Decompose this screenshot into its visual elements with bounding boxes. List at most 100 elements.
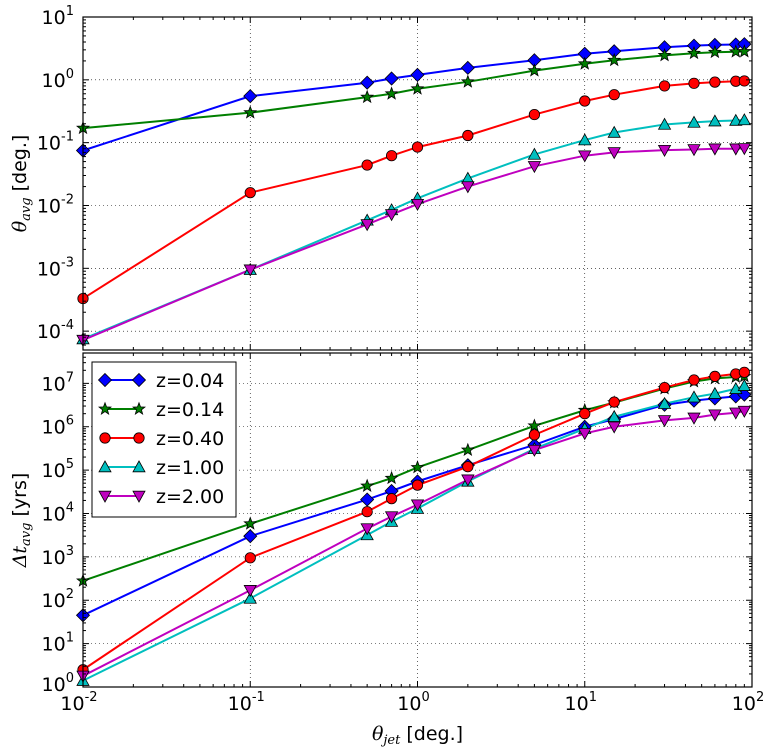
bottom-point-z-2-00 bbox=[360, 523, 374, 536]
top-point-z-2-00 bbox=[410, 198, 425, 211]
legend-marker-z-2-00 bbox=[132, 490, 146, 503]
bottom-y-axis-label: Δtavg [yrs] bbox=[9, 473, 34, 569]
bottom-axes-frame bbox=[82, 352, 753, 688]
top-point-z-1-00 bbox=[527, 147, 542, 160]
top-point-z-2-00 bbox=[737, 143, 752, 156]
bottom-point-z-0-40 bbox=[688, 374, 700, 386]
top-point-z-0-04 bbox=[460, 60, 475, 75]
bottom-point-z-2-00 bbox=[729, 407, 743, 420]
top-point-z-0-14 bbox=[687, 45, 701, 60]
legend-box bbox=[91, 361, 237, 518]
bottom-point-z-0-04 bbox=[360, 492, 375, 507]
top-point-z-2-00 bbox=[384, 209, 399, 222]
top-point-z-2-00 bbox=[578, 150, 592, 163]
bottom-point-z-2-00 bbox=[461, 474, 475, 487]
bottom-point-z-0-40 bbox=[385, 493, 398, 505]
bottom-point-z-0-14 bbox=[410, 460, 425, 474]
top-point-z-0-14 bbox=[707, 44, 722, 59]
legend-label-z-2-00: z=2.00 bbox=[156, 486, 224, 508]
top-point-z-0-14 bbox=[360, 89, 375, 104]
top-point-z-0-14 bbox=[243, 105, 258, 119]
bottom-point-z-2-00 bbox=[243, 585, 257, 598]
top-point-z-0-14 bbox=[384, 86, 399, 100]
bottom-point-z-0-40 bbox=[411, 479, 424, 491]
bottom-y-tick-label: 104 bbox=[42, 500, 74, 525]
top-point-z-0-14 bbox=[737, 44, 752, 58]
bottom-y-tick-label: 102 bbox=[42, 587, 74, 612]
legend-marker-z-0-40 bbox=[99, 432, 111, 444]
top-axes-frame bbox=[82, 16, 753, 351]
top-point-z-0-14 bbox=[527, 63, 542, 77]
top-point-z-1-00 bbox=[708, 114, 722, 127]
top-point-z-2-00 bbox=[687, 144, 701, 157]
top-point-z-0-40 bbox=[244, 187, 256, 199]
bottom-point-z-0-40 bbox=[528, 429, 541, 441]
legend-label-z-0-04: z=0.04 bbox=[156, 370, 224, 392]
top-point-z-0-14 bbox=[607, 52, 622, 67]
series-markers-layer bbox=[75, 37, 752, 686]
legend: z=0.04 z=0.14 z=0.40 z=1.00 z=2.00 bbox=[91, 361, 237, 518]
top-point-z-0-14 bbox=[657, 48, 672, 62]
bottom-point-z-2-00 bbox=[708, 409, 722, 422]
top-point-z-0-40 bbox=[385, 150, 398, 162]
top-point-z-0-04 bbox=[243, 89, 258, 104]
top-point-z-0-40 bbox=[738, 75, 750, 87]
top-point-z-0-40 bbox=[579, 95, 591, 107]
top-y-tick-label: 100 bbox=[42, 67, 74, 92]
x-tick-label: 102 bbox=[732, 690, 764, 715]
bottom-point-z-1-00 bbox=[687, 390, 701, 403]
bottom-point-z-0-40 bbox=[709, 370, 721, 382]
bottom-point-z-2-00 bbox=[737, 405, 752, 418]
bottom-point-z-0-40 bbox=[579, 408, 591, 420]
top-y-tick-label: 10-2 bbox=[37, 192, 74, 217]
bottom-point-z-2-00 bbox=[527, 444, 542, 457]
top-point-z-0-40 bbox=[462, 129, 474, 142]
top-point-z-0-14 bbox=[577, 56, 592, 70]
bottom-y-tick-label: 107 bbox=[42, 370, 74, 395]
x-tick-label: 101 bbox=[565, 690, 597, 715]
axes-frame-layer bbox=[82, 16, 753, 688]
x-tick-label: 10-1 bbox=[228, 690, 265, 715]
bottom-point-z-2-00 bbox=[657, 415, 672, 428]
legend-marker-z-0-14 bbox=[98, 401, 112, 415]
top-point-z-1-00 bbox=[729, 113, 743, 126]
bottom-point-z-0-14 bbox=[527, 418, 542, 432]
legend-marker-z-0-14 bbox=[132, 401, 146, 415]
bottom-y-tick-label: 100 bbox=[42, 671, 74, 696]
top-point-z-0-14 bbox=[410, 81, 425, 95]
legend-marker-z-0-04 bbox=[97, 372, 113, 388]
bottom-point-z-0-40 bbox=[658, 381, 671, 394]
top-series-line-z-0-04 bbox=[82, 43, 745, 152]
bottom-point-z-0-14 bbox=[360, 478, 375, 492]
bottom-point-z-0-04 bbox=[243, 529, 258, 544]
top-point-z-0-04 bbox=[360, 75, 375, 90]
legend-marker-z-1-00 bbox=[132, 460, 146, 473]
top-point-z-1-00 bbox=[607, 125, 621, 138]
legend-label-z-1-00: z=1.00 bbox=[156, 457, 224, 479]
top-point-z-0-04 bbox=[410, 67, 425, 82]
legend-marker-z-2-00 bbox=[98, 490, 112, 503]
top-point-z-2-00 bbox=[657, 144, 672, 157]
legend-label-z-0-14: z=0.14 bbox=[156, 399, 224, 421]
legend-label-z-0-40: z=0.40 bbox=[156, 428, 224, 450]
bottom-point-z-2-00 bbox=[687, 412, 701, 425]
bottom-point-z-1-00 bbox=[708, 386, 722, 399]
bottom-point-z-0-40 bbox=[462, 461, 474, 473]
top-point-z-2-00 bbox=[708, 143, 722, 156]
bottom-y-tick-label: 106 bbox=[42, 414, 74, 439]
bottom-point-z-1-00 bbox=[243, 591, 257, 604]
legend-marker-z-1-00 bbox=[98, 460, 112, 473]
top-y-tick-label: 10-4 bbox=[37, 318, 74, 343]
bottom-point-z-0-14 bbox=[243, 516, 258, 530]
top-point-z-0-40 bbox=[688, 77, 700, 89]
bottom-point-z-0-40 bbox=[608, 396, 620, 408]
bottom-point-z-1-00 bbox=[657, 396, 672, 409]
x-tick-label: 10-2 bbox=[60, 690, 97, 715]
x-axis-label: θjet [deg.] bbox=[372, 723, 463, 748]
top-point-z-0-40 bbox=[528, 108, 541, 121]
top-point-z-0-14 bbox=[460, 74, 475, 88]
tick-labels-layer: 101 100 10-1 10-2 10-3 10-4 107 106 105 104 103 102… bbox=[9, 4, 764, 748]
top-point-z-0-40 bbox=[411, 141, 424, 153]
